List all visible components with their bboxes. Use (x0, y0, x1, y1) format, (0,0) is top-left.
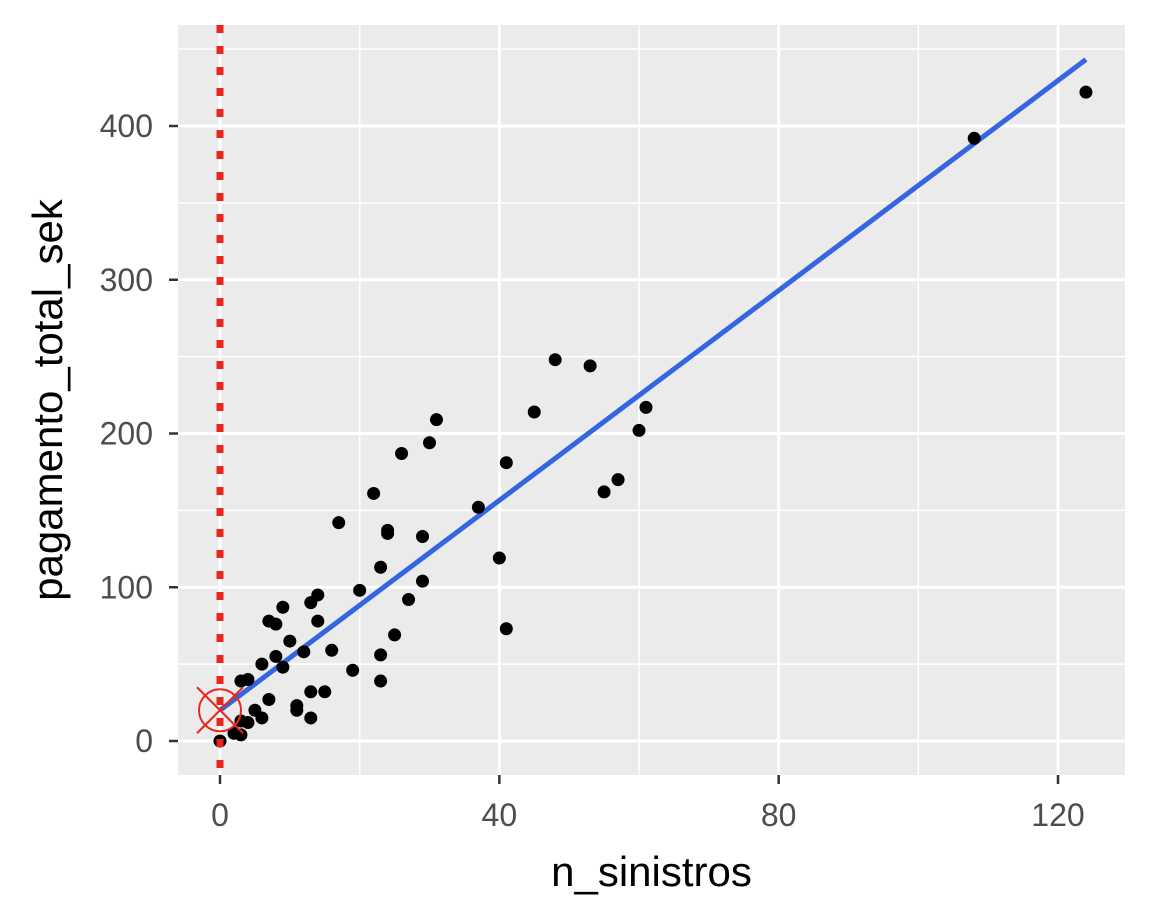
data-point (632, 423, 646, 437)
y-tick-label: 0 (135, 723, 153, 759)
x-tick-label: 40 (482, 797, 518, 833)
data-point (269, 649, 283, 663)
x-axis-title: n_sinistros (551, 848, 752, 895)
data-point (283, 634, 297, 648)
major-gridlines (178, 25, 1125, 775)
data-point (492, 551, 506, 565)
data-point (311, 614, 325, 628)
highlight-circle (198, 688, 242, 733)
data-point (346, 663, 360, 677)
regression-line (218, 57, 1088, 713)
data-point (499, 622, 513, 636)
y-tick-label: 400 (100, 108, 153, 144)
data-point (276, 660, 290, 674)
y-tick-label: 200 (100, 416, 153, 452)
data-point (367, 486, 381, 500)
y-tick-label: 100 (100, 569, 153, 605)
data-point (583, 359, 597, 373)
data-point (234, 728, 248, 742)
data-point (471, 500, 485, 514)
data-point (255, 711, 269, 725)
data-point (639, 400, 653, 414)
data-point (241, 716, 255, 730)
highlight-cross-line (196, 686, 244, 734)
y-tick-label: 300 (100, 262, 153, 298)
data-point (374, 674, 388, 688)
data-point (325, 643, 339, 657)
data-point (416, 574, 430, 588)
data-point (297, 645, 311, 659)
data-point (416, 530, 430, 544)
minor-gridlines (178, 25, 1125, 775)
data-point (402, 593, 416, 607)
x-tick-label: 120 (1031, 797, 1084, 833)
data-point (269, 617, 283, 631)
data-point (262, 692, 276, 706)
x-axis-ticks: 0 40 80 120 (211, 775, 1085, 833)
data-point (597, 485, 611, 499)
data-point (318, 685, 332, 699)
y-axis-title: pagamento_total_sek (24, 198, 71, 601)
data-point (611, 473, 625, 487)
data-point (967, 131, 981, 145)
data-point (395, 446, 409, 460)
data-point (388, 628, 402, 642)
y-axis-ticks: 0 100 200 300 400 (100, 108, 178, 759)
data-point (527, 405, 541, 419)
x-tick-label: 80 (761, 797, 797, 833)
data-point (304, 685, 318, 699)
data-point (1079, 85, 1093, 99)
data-point (332, 516, 346, 530)
data-point (374, 648, 388, 662)
data-point (499, 456, 513, 470)
data-point (276, 600, 290, 614)
data-point (311, 588, 325, 602)
data-point (381, 523, 395, 537)
data-points (213, 85, 1093, 748)
regression-line-layer (218, 57, 1088, 713)
data-point (255, 657, 269, 671)
data-point (548, 353, 562, 367)
data-point (241, 673, 255, 686)
highlight-marker-layer (196, 686, 244, 734)
data-point (374, 560, 388, 574)
data-point (423, 436, 436, 450)
data-point (290, 699, 304, 713)
data-point (304, 711, 318, 725)
data-point (353, 583, 367, 597)
data-point (429, 413, 443, 427)
x-tick-label: 0 (211, 797, 229, 833)
